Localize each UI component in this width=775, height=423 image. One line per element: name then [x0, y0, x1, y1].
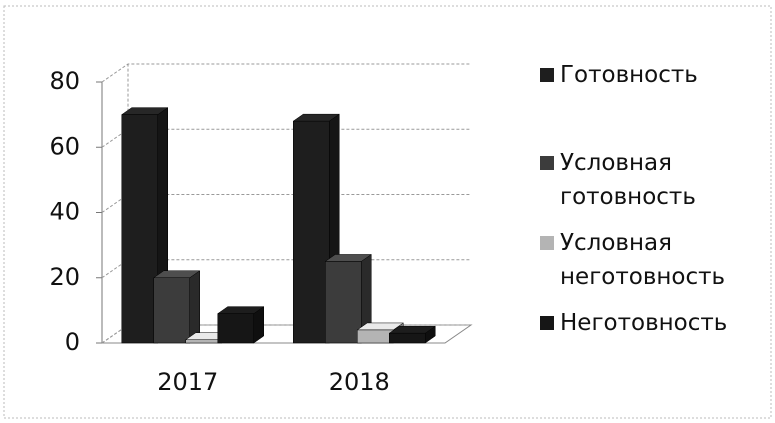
legend-swatch	[540, 316, 554, 330]
legend-item: Готовность	[540, 58, 765, 92]
y-tick-label: 40	[49, 198, 80, 226]
legend-item: Неготовность	[540, 306, 765, 340]
legend-swatch	[540, 156, 554, 170]
legend-label: Условная неготовность	[560, 230, 726, 290]
y-tick-label: 60	[49, 132, 80, 160]
legend: Готовность Условная готовность Условная не…	[540, 58, 765, 340]
legend-label: Условная готовность	[560, 150, 696, 210]
bar	[185, 339, 222, 344]
bar	[357, 329, 394, 344]
bar	[121, 114, 158, 344]
frame	[3, 5, 772, 419]
bar	[325, 261, 362, 344]
bar	[153, 277, 190, 344]
grid-line	[101, 63, 471, 83]
bar	[389, 332, 426, 344]
legend-swatch	[540, 68, 554, 82]
legend-item: Условная готовность	[540, 146, 765, 214]
y-tick-label: 0	[65, 328, 80, 356]
legend-swatch	[540, 236, 554, 250]
legend-item: Условная неготовность	[540, 226, 765, 294]
bar	[217, 313, 254, 344]
legend-label: Неготовность	[560, 310, 728, 336]
bar	[293, 120, 330, 344]
x-tick-label: 2018	[329, 368, 390, 396]
y-tick-label: 80	[49, 67, 80, 95]
bar-side	[189, 270, 200, 344]
x-tick-label: 2017	[157, 368, 218, 396]
y-tick-label: 20	[49, 263, 80, 291]
legend-label: Готовность	[560, 62, 698, 88]
